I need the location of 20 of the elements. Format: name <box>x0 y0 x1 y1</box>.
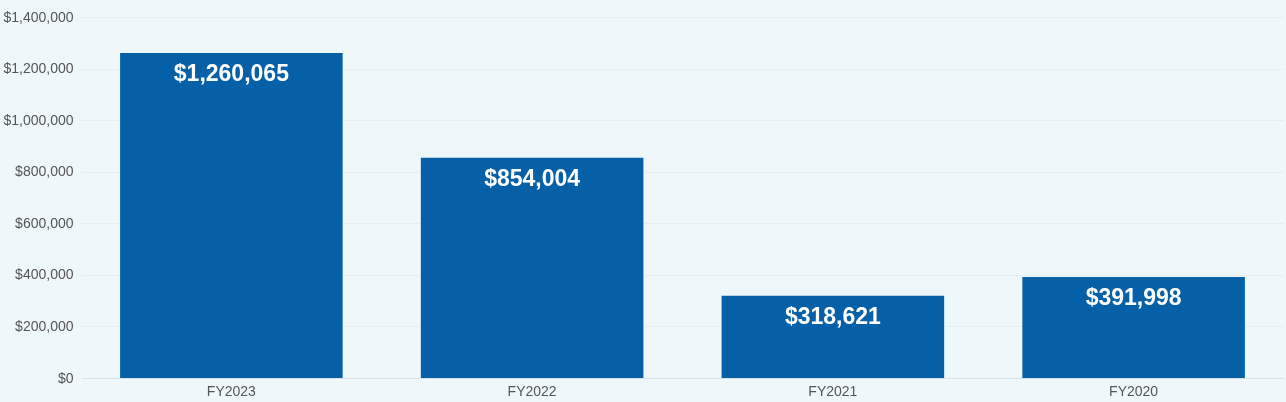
bar <box>120 53 343 378</box>
text: $1,260,065 <box>173 60 289 87</box>
text: $391,998 <box>1085 283 1182 310</box>
x-tick-label: FY2023 <box>206 382 257 399</box>
x-tick-label: FY2021 <box>808 382 858 399</box>
y-tick-label: $200,000 <box>15 317 74 334</box>
x-tick-label: FY2022 <box>507 382 557 399</box>
bar <box>721 295 945 378</box>
text: $318,621 <box>784 302 881 329</box>
y-tick-label: $600,000 <box>15 214 74 231</box>
y-tick-label: $1,400,000 <box>3 8 74 25</box>
y-tick-label: $1,200,000 <box>3 60 74 77</box>
y-tick-label: $400,000 <box>15 266 74 283</box>
bar <box>1022 276 1245 378</box>
bar <box>420 157 644 378</box>
text: $854,004 <box>484 164 581 191</box>
x-tick-label: FY2020 <box>1109 382 1159 399</box>
y-tick-label: $800,000 <box>15 163 74 180</box>
y-tick-label: $0 <box>57 369 74 386</box>
y-tick-label: $1,000,000 <box>3 111 74 128</box>
